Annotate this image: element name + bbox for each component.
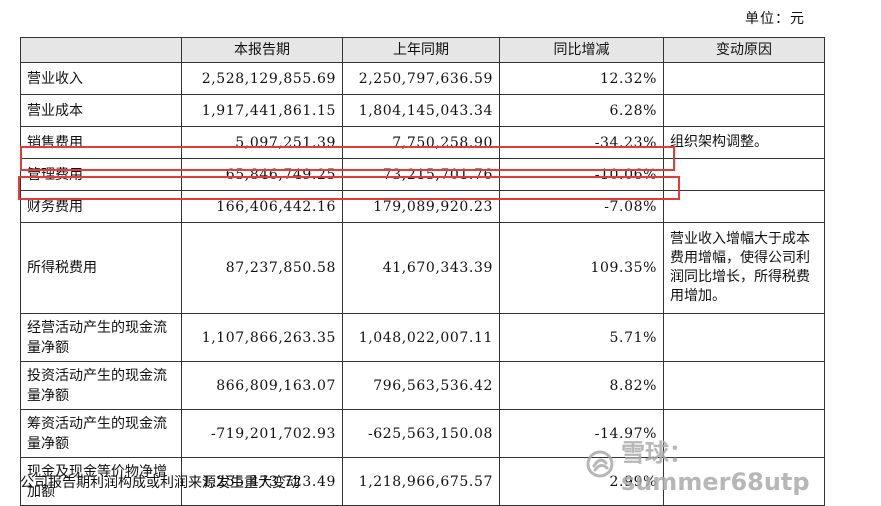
table-row: 管理费用 65,846,749.25 73,215,701.76 -10.06% — [20, 158, 825, 191]
change-value: -34.23% — [499, 126, 664, 159]
reason-text: 组织架构调整。 — [663, 126, 825, 159]
current-value: -719,201,702.93 — [181, 409, 343, 458]
row-label: 经营活动产生的现金流量净额 — [20, 313, 182, 362]
change-value: 109.35% — [499, 222, 664, 314]
footer-heading: 公司报告期利润构成或利润来源发生重大变动 — [20, 475, 300, 491]
reason-text — [663, 94, 825, 127]
table-row: 经营活动产生的现金流量净额 1,107,866,263.35 1,048,022… — [20, 313, 825, 362]
table-row: 投资活动产生的现金流量净额 866,809,163.07 796,563,536… — [20, 361, 825, 410]
snowball-logo-icon — [586, 450, 614, 478]
reason-text — [663, 190, 825, 223]
reason-text: 营业收入增幅大于成本费用增幅，使得公司利润同比增长，所得税费用增加。 — [663, 222, 825, 314]
table-row: 财务费用 166,406,442.16 179,089,920.23 -7.08… — [20, 190, 825, 223]
row-label: 所得税费用 — [20, 222, 182, 314]
table-row: 所得税费用 87,237,850.58 41,670,343.39 109.35… — [20, 222, 825, 314]
current-value: 1,107,866,263.35 — [181, 313, 343, 362]
prior-value: 796,563,536.42 — [342, 361, 500, 410]
current-value: 866,809,163.07 — [181, 361, 343, 410]
prior-value: -625,563,150.08 — [342, 409, 500, 458]
watermark-text: 雪球：summer68utp — [620, 438, 810, 496]
table-row: 销售费用 5,097,251.39 7,750,258.90 -34.23% 组… — [20, 126, 825, 159]
row-label: 营业成本 — [20, 94, 182, 127]
watermark: 雪球：summer68utp — [585, 439, 881, 496]
row-label: 营业收入 — [20, 62, 182, 95]
reason-text — [663, 361, 825, 410]
prior-value: 41,670,343.39 — [342, 222, 500, 314]
row-label: 财务费用 — [20, 190, 182, 223]
change-value: 8.82% — [499, 361, 664, 410]
current-value: 87,237,850.58 — [181, 222, 343, 314]
current-value: 1,917,441,861.15 — [181, 94, 343, 127]
table-row: 筹资活动产生的现金流量净额 -719,201,702.93 -625,563,1… — [20, 409, 825, 458]
prior-value: 73,215,701.76 — [342, 158, 500, 191]
prior-value: 1,804,145,043.34 — [342, 94, 500, 127]
header-reason: 变动原因 — [663, 37, 825, 63]
prior-value: 7,750,258.90 — [342, 126, 500, 159]
row-label: 投资活动产生的现金流量净额 — [20, 361, 182, 410]
current-value: 65,846,749.25 — [181, 158, 343, 191]
change-value: 6.28% — [499, 94, 664, 127]
row-label: 筹资活动产生的现金流量净额 — [20, 409, 182, 458]
table-header-row: 本报告期 上年同期 同比增减 变动原因 — [20, 37, 825, 63]
current-value: 166,406,442.16 — [181, 190, 343, 223]
reason-text — [663, 158, 825, 191]
header-item — [20, 37, 182, 63]
reason-text — [663, 313, 825, 362]
change-value: -10.06% — [499, 158, 664, 191]
change-value: 5.71% — [499, 313, 664, 362]
unit-label: 单位：元 — [745, 11, 805, 27]
current-value: 5,097,251.39 — [181, 126, 343, 159]
prior-value: 179,089,920.23 — [342, 190, 500, 223]
prior-value: 1,048,022,007.11 — [342, 313, 500, 362]
header-yoy-change: 同比增减 — [499, 37, 664, 63]
row-label: 销售费用 — [20, 126, 182, 159]
change-value: -14.97% — [499, 409, 664, 458]
header-current-period: 本报告期 — [181, 37, 343, 63]
header-prior-period: 上年同期 — [342, 37, 500, 63]
table-row: 营业成本 1,917,441,861.15 1,804,145,043.34 6… — [20, 94, 825, 127]
prior-value: 1,218,966,675.57 — [342, 457, 500, 506]
row-label: 管理费用 — [20, 158, 182, 191]
change-value: -7.08% — [499, 190, 664, 223]
prior-value: 2,250,797,636.59 — [342, 62, 500, 95]
table-row: 营业收入 2,528,129,855.69 2,250,797,636.59 1… — [20, 62, 825, 95]
current-value: 2,528,129,855.69 — [181, 62, 343, 95]
reason-text — [663, 62, 825, 95]
financial-table: 本报告期 上年同期 同比增减 变动原因 营业收入 2,528,129,855.6… — [20, 37, 825, 506]
change-value: 12.32% — [499, 62, 664, 95]
